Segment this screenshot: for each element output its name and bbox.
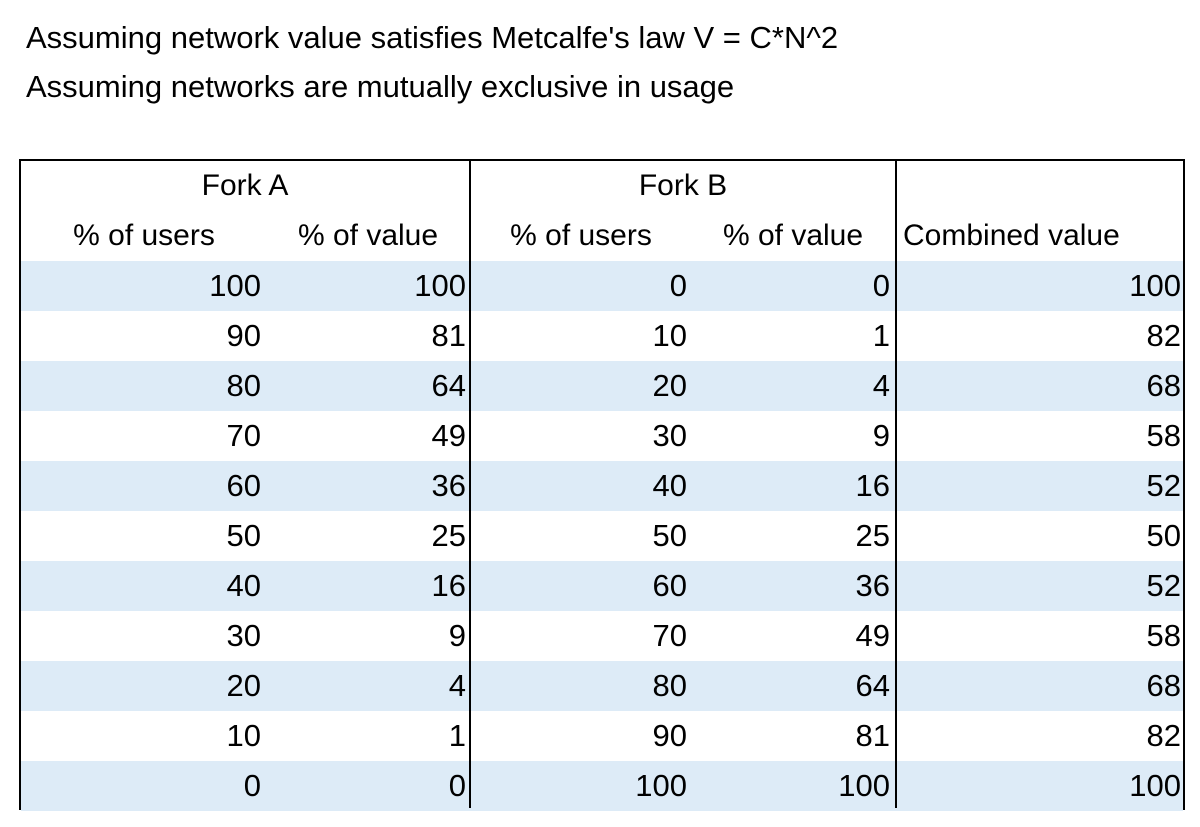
cell-fork-a-users: 50 <box>226 518 261 553</box>
cell-fork-b-value: 4 <box>872 368 890 403</box>
note-mutually-exclusive: Assuming networks are mutually exclusive… <box>26 69 735 104</box>
cell-fork-a-value: 49 <box>431 418 466 453</box>
cell-fork-a-value: 9 <box>448 618 466 653</box>
cell-fork-b-value: 49 <box>855 618 890 653</box>
cell-fork-b-value: 64 <box>855 668 890 703</box>
cell-combined-value: 82 <box>1146 318 1181 353</box>
note-metcalfe-law: Assuming network value satisfies Metcalf… <box>26 20 839 55</box>
cell-fork-b-users: 90 <box>652 718 687 753</box>
cell-fork-b-value: 0 <box>872 268 890 303</box>
table-row: 20 4 80 64 68 <box>21 661 1183 711</box>
cell-fork-b-users: 60 <box>652 568 687 603</box>
cell-combined-value: 100 <box>1129 268 1181 303</box>
cell-combined-value: 58 <box>1146 418 1181 453</box>
cell-combined-value: 50 <box>1146 518 1181 553</box>
cell-fork-a-users: 0 <box>243 768 261 803</box>
cell-fork-b-value: 81 <box>855 718 890 753</box>
cell-fork-a-value: 0 <box>448 768 466 803</box>
cell-fork-a-value: 100 <box>414 268 466 303</box>
group-header-fork-b: Fork B <box>638 169 728 202</box>
network-value-table: Fork A Fork B % of users % of value % of… <box>19 159 1185 811</box>
cell-fork-a-users: 90 <box>226 318 261 353</box>
cell-fork-b-value: 100 <box>838 768 890 803</box>
cell-fork-b-value: 25 <box>855 518 890 553</box>
cell-fork-a-users: 10 <box>226 718 261 753</box>
cell-fork-b-value: 9 <box>872 418 890 453</box>
cell-fork-a-value: 64 <box>431 368 466 403</box>
cell-fork-b-users: 40 <box>652 468 687 503</box>
cell-fork-a-users: 40 <box>226 568 261 603</box>
cell-fork-a-value: 36 <box>431 468 466 503</box>
cell-fork-b-users: 30 <box>652 418 687 453</box>
cell-fork-b-value: 16 <box>855 468 890 503</box>
cell-combined-value: 52 <box>1146 568 1181 603</box>
cell-fork-b-users: 0 <box>669 268 687 303</box>
cell-fork-a-value: 16 <box>431 568 466 603</box>
cell-combined-value: 58 <box>1146 618 1181 653</box>
column-header-row: % of users % of value % of users % of va… <box>21 211 1183 261</box>
cell-fork-a-users: 20 <box>226 668 261 703</box>
cell-fork-b-users: 50 <box>652 518 687 553</box>
cell-combined-value: 68 <box>1146 368 1181 403</box>
column-header-combined-value: Combined value <box>903 219 1120 252</box>
column-divider <box>469 161 471 808</box>
cell-fork-b-value: 36 <box>855 568 890 603</box>
cell-fork-b-users: 20 <box>652 368 687 403</box>
column-header-fork-b-users: % of users <box>510 219 652 252</box>
cell-fork-b-users: 70 <box>652 618 687 653</box>
table-row: 0 0 100 100 100 <box>21 761 1183 811</box>
table-row: 80 64 20 4 68 <box>21 361 1183 411</box>
cell-fork-a-value: 81 <box>431 318 466 353</box>
table-row: 50 25 50 25 50 <box>21 511 1183 561</box>
table-row: 60 36 40 16 52 <box>21 461 1183 511</box>
cell-combined-value: 68 <box>1146 668 1181 703</box>
column-header-fork-b-value: % of value <box>722 219 864 252</box>
cell-fork-b-users: 80 <box>652 668 687 703</box>
table-body: 100 100 0 0 100 90 81 10 1 82 80 64 20 4 68 70 49 30 9 58 60… <box>21 261 1183 811</box>
table-row: 100 100 0 0 100 <box>21 261 1183 311</box>
group-header-row: Fork A Fork B <box>21 161 1183 211</box>
cell-combined-value: 82 <box>1146 718 1181 753</box>
cell-fork-a-users: 100 <box>209 268 261 303</box>
table-row: 90 81 10 1 82 <box>21 311 1183 361</box>
column-divider <box>895 161 897 808</box>
cell-fork-b-users: 10 <box>652 318 687 353</box>
table-row: 40 16 60 36 52 <box>21 561 1183 611</box>
cell-fork-a-users: 60 <box>226 468 261 503</box>
table-row: 10 1 90 81 82 <box>21 711 1183 761</box>
column-header-fork-a-users: % of users <box>73 219 215 252</box>
cell-combined-value: 52 <box>1146 468 1181 503</box>
cell-fork-a-value: 1 <box>448 718 466 753</box>
cell-fork-a-value: 4 <box>448 668 466 703</box>
cell-fork-a-users: 80 <box>226 368 261 403</box>
table-row: 70 49 30 9 58 <box>21 411 1183 461</box>
cell-fork-a-users: 30 <box>226 618 261 653</box>
column-header-fork-a-value: % of value <box>297 219 439 252</box>
cell-combined-value: 100 <box>1129 768 1181 803</box>
group-header-fork-a: Fork A <box>201 169 289 202</box>
cell-fork-a-value: 25 <box>431 518 466 553</box>
cell-fork-b-value: 1 <box>872 318 890 353</box>
cell-fork-a-users: 70 <box>226 418 261 453</box>
cell-fork-b-users: 100 <box>635 768 687 803</box>
table-row: 30 9 70 49 58 <box>21 611 1183 661</box>
